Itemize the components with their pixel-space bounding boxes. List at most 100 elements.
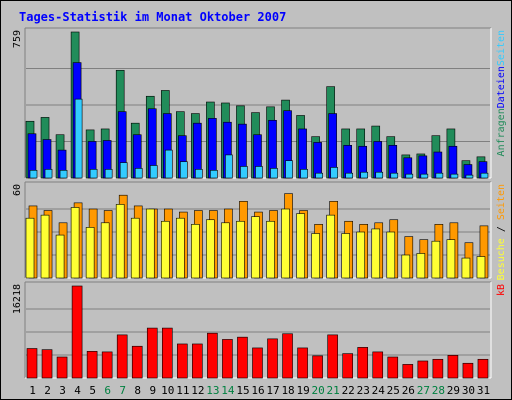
bar-seiten-day-20	[315, 172, 323, 179]
x-tick-label-day-1: 1	[29, 384, 36, 397]
bar-seiten-day-9	[149, 165, 158, 179]
bar-seiten-day-10	[164, 149, 173, 179]
bar-kb-day-3	[56, 356, 68, 379]
bar-seiten-day-22	[345, 172, 353, 179]
bar-kb-day-11	[177, 343, 188, 379]
bar-kb-day-8	[131, 345, 143, 379]
bar-kb-day-4	[71, 285, 83, 379]
bar-kb-day-28	[432, 358, 444, 379]
legend-entry-requests-0: Anfragen	[496, 108, 507, 156]
bar-besuche-day-23	[356, 231, 366, 279]
x-tick-label-day-21: 21	[327, 384, 340, 397]
bar-seiten-day-1	[29, 170, 38, 179]
bar-seiten-day-14	[225, 154, 233, 179]
bar-kb-day-30	[462, 362, 474, 379]
bar-seiten-day-2	[44, 169, 53, 179]
bar-kb-day-15	[237, 336, 248, 379]
bar-seiten-day-4	[74, 98, 83, 179]
bar-kb-day-22	[342, 353, 353, 379]
bar-seiten-day-29	[450, 173, 459, 179]
bar-seiten-day-18	[285, 160, 293, 179]
x-tick-label-day-9: 9	[149, 384, 156, 397]
bar-seiten-day-24	[375, 171, 384, 179]
bar-besuche-day-2	[40, 214, 50, 279]
bar-kb-day-6	[101, 351, 113, 379]
x-tick-label-day-4: 4	[74, 384, 81, 397]
bar-seiten-day-5	[89, 169, 98, 179]
bar-kb-day-29	[447, 355, 459, 379]
bar-kb-day-25	[387, 356, 399, 379]
bar-seiten-day-21	[330, 167, 338, 179]
bar-kb-day-9	[146, 327, 158, 379]
bar-besuche-day-22	[341, 233, 350, 279]
x-tick-label-day-10: 10	[161, 384, 174, 397]
bar-besuche-day-3	[55, 234, 65, 279]
x-tick-label-day-3: 3	[59, 384, 66, 397]
legend-entry-visits-0: Besuche	[496, 238, 507, 280]
bar-dateien-day-20	[313, 142, 322, 179]
bar-kb-day-26	[402, 364, 414, 379]
bar-seiten-day-11	[180, 161, 188, 179]
bar-kb-day-12	[192, 343, 203, 379]
bar-kb-day-23	[357, 347, 369, 379]
x-tick-label-day-11: 11	[176, 384, 189, 397]
legend-entry-visits-1: /	[496, 220, 507, 238]
bar-besuche-day-31	[476, 256, 486, 279]
bar-besuche-day-25	[386, 231, 396, 279]
bar-seiten-day-19	[300, 169, 308, 179]
x-tick-label-day-7: 7	[119, 384, 126, 397]
x-tick-label-day-12: 12	[191, 384, 204, 397]
bar-seiten-day-13	[210, 170, 218, 179]
bar-seiten-day-12	[195, 169, 203, 179]
x-tick-label-day-8: 8	[134, 384, 141, 397]
bar-besuche-day-14	[221, 222, 230, 279]
bar-seiten-day-16	[255, 166, 263, 179]
bar-seiten-day-17	[270, 168, 278, 179]
bar-besuche-day-18	[281, 208, 290, 279]
legend-entry-requests-2: Seiten	[496, 30, 507, 66]
bar-besuche-day-17	[266, 220, 275, 279]
x-tick-label-day-6: 6	[104, 384, 111, 397]
x-tick-label-day-23: 23	[357, 384, 370, 397]
x-tick-label-day-18: 18	[281, 384, 294, 397]
legend-entry-kb-0: kB	[496, 284, 507, 296]
bar-besuche-day-19	[296, 213, 305, 279]
bar-kb-day-1	[26, 348, 38, 379]
chart-title: Tages-Statistik im Monat Oktober 2007	[19, 10, 286, 24]
bar-besuche-day-6	[100, 222, 110, 279]
bar-seiten-day-15	[240, 166, 248, 179]
x-tick-label-day-29: 29	[447, 384, 460, 397]
bar-besuche-day-16	[251, 216, 260, 279]
bar-kb-day-7	[116, 334, 128, 379]
bar-kb-day-2	[41, 349, 53, 379]
bar-kb-day-10	[161, 327, 173, 379]
bar-kb-day-16	[252, 347, 263, 379]
bar-kb-day-13	[207, 332, 218, 379]
x-tick-label-day-14: 14	[221, 384, 235, 397]
bar-kb-day-24	[372, 351, 384, 379]
bar-besuche-day-7	[115, 204, 125, 279]
bar-kb-day-17	[267, 338, 278, 379]
x-tick-label-day-20: 20	[312, 384, 325, 397]
bar-seiten-day-7	[119, 162, 128, 179]
x-tick-label-day-28: 28	[432, 384, 445, 397]
bar-kb-day-18	[282, 333, 293, 379]
x-tick-label-day-17: 17	[266, 384, 279, 397]
legend-kb: kB	[496, 284, 507, 296]
x-tick-label-day-16: 16	[251, 384, 264, 397]
bar-kb-day-5	[86, 351, 98, 379]
bar-besuche-day-12	[191, 224, 200, 279]
bar-besuche-day-13	[206, 219, 215, 279]
x-tick-label-day-5: 5	[89, 384, 96, 397]
bar-seiten-day-30	[465, 174, 474, 179]
x-tick-label-day-27: 27	[417, 384, 430, 397]
bar-seiten-day-26	[405, 173, 414, 179]
bar-kb-day-27	[417, 360, 429, 379]
x-tick-label-day-25: 25	[387, 384, 400, 397]
legend-entry-requests-1: Dateien	[496, 66, 507, 108]
bar-dateien-day-29	[448, 145, 458, 179]
bar-seiten-day-23	[360, 171, 369, 179]
x-tick-label-day-2: 2	[44, 384, 51, 397]
